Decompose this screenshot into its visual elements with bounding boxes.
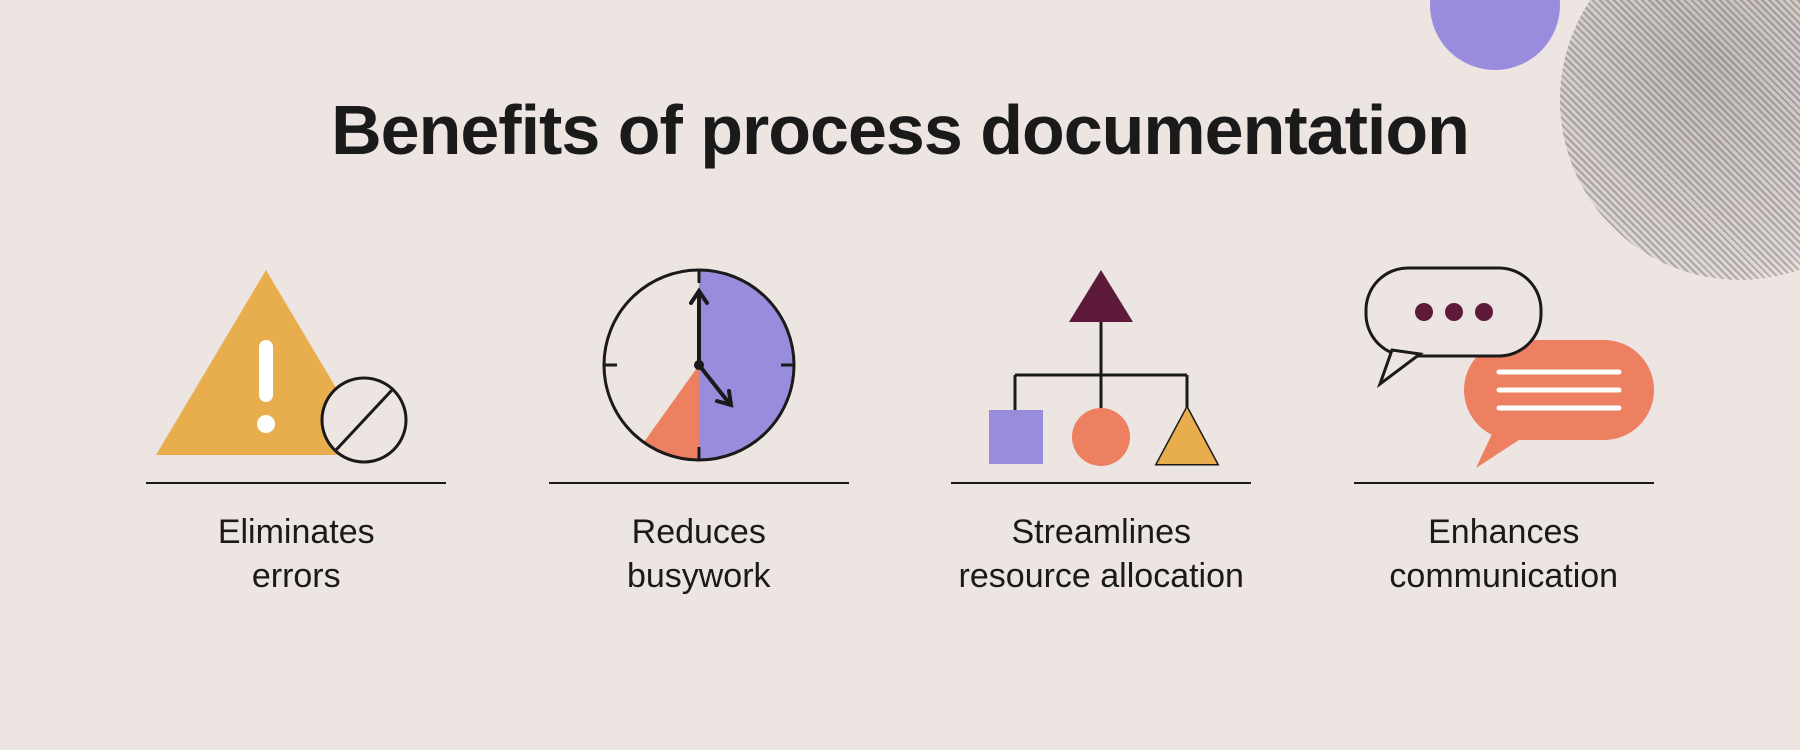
tile-eliminates-errors: Eliminateserrors (130, 260, 463, 598)
tile-divider (146, 482, 446, 484)
clock-icon (549, 260, 849, 470)
tile-label: Enhancescommunication (1389, 510, 1618, 598)
tile-label: Reducesbusywork (627, 510, 771, 598)
warning-triangle-icon (146, 260, 446, 470)
page-title: Benefits of process documentation (0, 90, 1800, 170)
tile-divider (951, 482, 1251, 484)
infographic-canvas: Benefits of process documentation Elimin… (0, 0, 1800, 750)
corner-purple-circle-decor (1430, 0, 1560, 70)
tile-enhances-communication: Enhancescommunication (1338, 260, 1671, 598)
chat-bubbles-icon (1354, 260, 1654, 470)
tile-streamlines-resource-allocation: Streamlinesresource allocation (935, 260, 1268, 598)
tile-reduces-busywork: Reducesbusywork (533, 260, 866, 598)
benefits-row: Eliminateserrors (130, 260, 1670, 598)
tile-divider (1354, 482, 1654, 484)
tile-divider (549, 482, 849, 484)
tile-label: Streamlinesresource allocation (959, 510, 1244, 598)
tile-label: Eliminateserrors (218, 510, 375, 598)
org-tree-icon (951, 260, 1251, 470)
